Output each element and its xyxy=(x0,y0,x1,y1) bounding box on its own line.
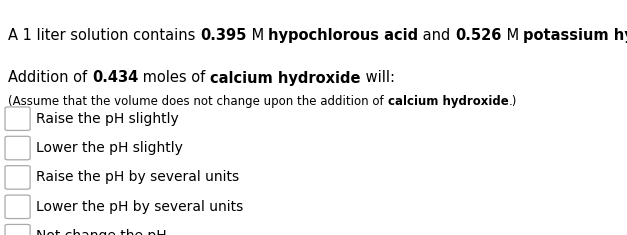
Text: Not change the pH: Not change the pH xyxy=(36,229,167,235)
Text: M: M xyxy=(246,28,268,43)
FancyBboxPatch shape xyxy=(5,224,30,235)
Text: Raise the pH by several units: Raise the pH by several units xyxy=(36,170,240,184)
Text: and: and xyxy=(418,28,455,43)
Text: hypochlorous acid: hypochlorous acid xyxy=(268,28,418,43)
Text: calcium hydroxide: calcium hydroxide xyxy=(210,70,361,86)
Text: A 1 liter solution contains: A 1 liter solution contains xyxy=(8,28,200,43)
Text: 0.526: 0.526 xyxy=(455,28,502,43)
Text: moles of: moles of xyxy=(138,70,210,86)
Text: .): .) xyxy=(508,95,517,108)
Text: 0.395: 0.395 xyxy=(200,28,246,43)
Text: Addition of: Addition of xyxy=(8,70,92,86)
FancyBboxPatch shape xyxy=(5,136,30,160)
Text: M: M xyxy=(502,28,524,43)
FancyBboxPatch shape xyxy=(5,166,30,189)
FancyBboxPatch shape xyxy=(5,107,30,130)
Text: Lower the pH slightly: Lower the pH slightly xyxy=(36,141,183,155)
Text: Raise the pH slightly: Raise the pH slightly xyxy=(36,112,179,126)
Text: calcium hydroxide: calcium hydroxide xyxy=(387,95,508,108)
Text: Lower the pH by several units: Lower the pH by several units xyxy=(36,200,244,214)
FancyBboxPatch shape xyxy=(5,195,30,219)
Text: will:: will: xyxy=(361,70,394,86)
Text: (Assume that the volume does not change upon the addition of: (Assume that the volume does not change … xyxy=(8,95,387,108)
Text: potassium hypochlorite: potassium hypochlorite xyxy=(524,28,627,43)
Text: 0.434: 0.434 xyxy=(92,70,138,86)
